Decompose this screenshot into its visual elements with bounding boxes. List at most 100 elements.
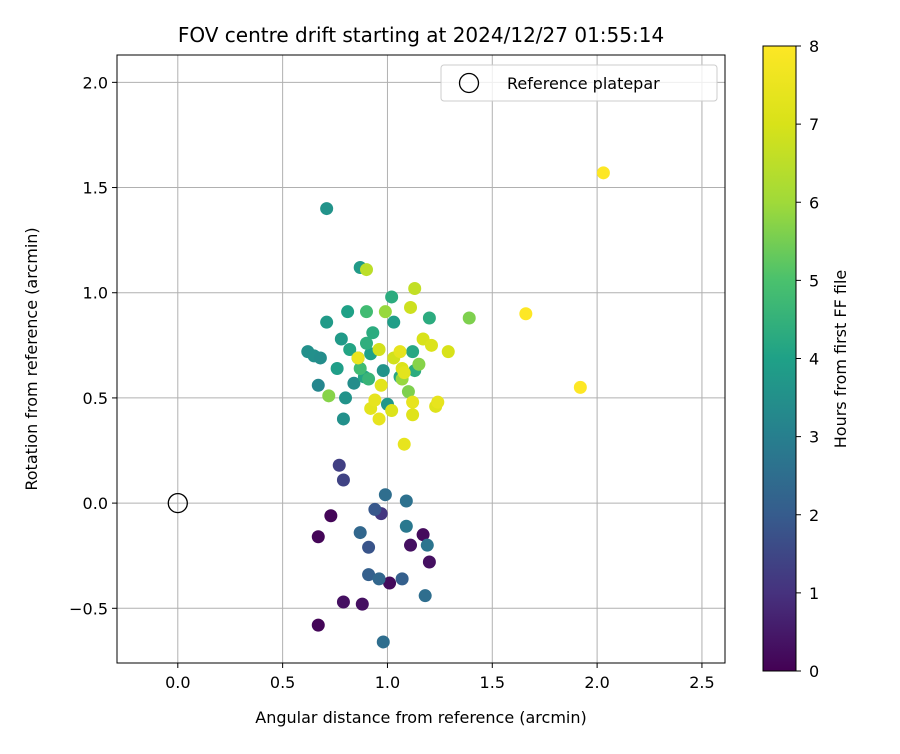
- data-point: [385, 404, 399, 418]
- data-point: [399, 494, 413, 508]
- data-point: [596, 166, 610, 180]
- data-point: [359, 263, 373, 277]
- data-point: [424, 338, 438, 352]
- reference-platepar-marker: [167, 492, 188, 514]
- colorbar-tick-label: 1: [809, 584, 819, 603]
- x-axis-label: Angular distance from reference (arcmin): [255, 708, 586, 727]
- data-point: [322, 389, 336, 403]
- data-point: [399, 519, 413, 533]
- data-point: [320, 202, 334, 216]
- data-point: [362, 568, 376, 582]
- data-point: [404, 538, 418, 552]
- legend-marker-reference: [458, 72, 480, 94]
- data-point: [376, 635, 390, 649]
- data-point: [393, 345, 407, 359]
- data-point: [372, 412, 386, 426]
- data-point: [359, 305, 373, 319]
- data-point: [351, 351, 365, 365]
- data-point: [397, 366, 411, 380]
- data-point: [341, 305, 355, 319]
- data-point: [359, 336, 373, 350]
- data-point: [372, 343, 386, 357]
- data-point: [313, 351, 327, 365]
- data-point: [418, 589, 432, 603]
- legend-box: [440, 64, 718, 102]
- y-tick-label: 2.0: [83, 73, 108, 92]
- colorbar: 0 1 2 3 4 5 6 7 8 Hours from first FF file: [762, 37, 850, 681]
- colorbar-tick-label: 2: [809, 506, 819, 525]
- data-point: [404, 300, 418, 314]
- data-point: [355, 597, 369, 611]
- x-tick-label: 2.0: [584, 673, 609, 692]
- data-point: [368, 393, 382, 407]
- data-point: [332, 458, 346, 472]
- y-tick-label: 1.0: [83, 284, 108, 303]
- data-point: [376, 364, 390, 378]
- x-tick-label: 2.5: [689, 673, 714, 692]
- data-point: [397, 437, 411, 451]
- data-point: [362, 372, 376, 386]
- colorbar-tick-label: 5: [809, 271, 819, 290]
- data-point: [320, 315, 334, 329]
- legend: Reference platepar: [440, 64, 718, 102]
- data-point: [334, 332, 348, 346]
- data-point: [339, 391, 353, 405]
- data-point: [462, 311, 476, 325]
- data-point: [406, 345, 420, 359]
- data-point: [353, 361, 367, 375]
- colorbar-ticks: 0 1 2 3 4 5 6 7 8: [796, 37, 819, 681]
- chart-title: FOV centre drift starting at 2024/12/27 …: [178, 23, 664, 47]
- colorbar-label: Hours from first FF file: [831, 270, 850, 449]
- data-point: [385, 290, 399, 304]
- colorbar-tick-label: 3: [809, 428, 819, 447]
- data-point: [374, 378, 388, 392]
- x-tick-label: 1.0: [375, 673, 400, 692]
- colorbar-tick-label: 4: [809, 350, 819, 369]
- data-point: [573, 380, 587, 394]
- colorbar-gradient: [762, 45, 797, 672]
- data-point: [431, 395, 445, 409]
- data-point: [336, 412, 350, 426]
- data-point: [422, 311, 436, 325]
- legend-label-reference: Reference platepar: [507, 74, 660, 93]
- data-point: [311, 618, 325, 632]
- data-point: [378, 305, 392, 319]
- colorbar-tick-label: 7: [809, 115, 819, 134]
- data-point: [347, 376, 361, 390]
- data-point: [372, 572, 386, 586]
- x-tick-label: 0.0: [165, 673, 190, 692]
- colorbar-tick-label: 8: [809, 37, 819, 56]
- data-point: [336, 473, 350, 487]
- y-axis-label: Rotation from reference (arcmin): [22, 227, 41, 490]
- data-point: [311, 378, 325, 392]
- data-point: [416, 528, 430, 542]
- data-point: [324, 509, 338, 523]
- data-point: [420, 538, 434, 552]
- data-point: [362, 540, 376, 554]
- y-axis: −0.5 0.0 0.5 1.0 1.5 2.0: [69, 73, 117, 618]
- colorbar-tick-label: 6: [809, 193, 819, 212]
- plot-frame: [116, 54, 726, 664]
- data-point: [353, 526, 367, 540]
- data-point: [387, 315, 401, 329]
- data-point: [336, 595, 350, 609]
- y-tick-label: −0.5: [69, 599, 108, 618]
- data-point: [378, 488, 392, 502]
- data-point: [330, 361, 344, 375]
- data-points: [167, 166, 610, 649]
- data-point: [519, 307, 533, 321]
- data-point: [366, 326, 380, 340]
- data-point: [383, 576, 397, 590]
- data-point: [368, 502, 382, 516]
- y-tick-label: 1.5: [83, 179, 108, 198]
- data-point: [406, 395, 420, 409]
- x-tick-label: 1.5: [480, 673, 505, 692]
- y-tick-label: 0.0: [83, 494, 108, 513]
- data-point: [422, 555, 436, 569]
- grid: [117, 55, 725, 663]
- y-tick-label: 0.5: [83, 389, 108, 408]
- data-point: [408, 282, 422, 296]
- x-axis: 0.0 0.5 1.0 1.5 2.0 2.5: [165, 663, 715, 692]
- data-point: [406, 408, 420, 422]
